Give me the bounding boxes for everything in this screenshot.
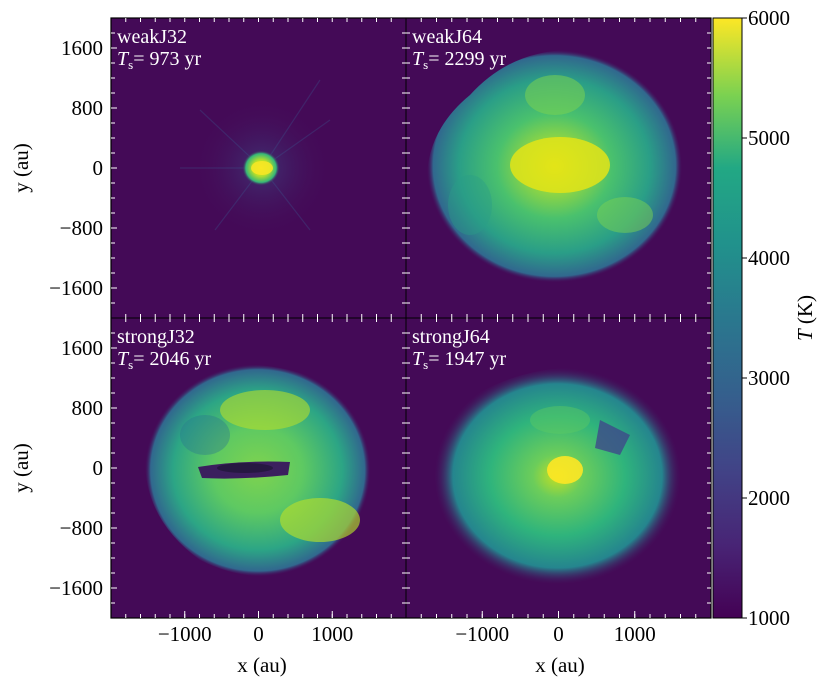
panel-weakJ64-ts: Ts= 2299 yr [412,48,506,72]
y-tick-label: −800 [60,216,103,240]
y-tick-label: 1600 [61,336,103,360]
y-tick-label: 1600 [61,36,103,60]
panel-strongJ64-name: strongJ64 [412,326,490,348]
colorbar-label: T (K) [793,295,817,341]
y-tick-label: −1600 [49,576,103,600]
y-tick-label: 0 [93,156,104,180]
colorbar-tick-label: 5000 [748,126,790,150]
x-tick-label: −1000 [158,622,212,646]
colorbar-ticks: 6000 5000 4000 3000 2000 1000 [742,6,790,630]
panel-strongJ32-field [145,364,371,577]
x-tick-label: 1000 [614,622,656,646]
y-tick-labels-top: 1600 800 0 −800 −1600 [49,36,117,300]
panel-weakJ64-field [426,49,682,283]
y-axis-label-top: y (au) [9,143,33,193]
x-tick-label: 0 [553,622,564,646]
colorbar-tick-label: 3000 [748,366,790,390]
colorbar-tick-label: 1000 [748,606,790,630]
panel-weakJ64-name: weakJ64 [412,26,482,48]
panel-weakJ32-ts: Ts= 973 yr [117,48,201,72]
x-tick-label: 0 [253,622,264,646]
panel-strongJ64-field [434,367,681,585]
colorbar [712,17,743,619]
y-axis-label-bottom: y (au) [9,443,33,493]
y-tick-label: 800 [72,396,104,420]
panel-weakJ32-field [180,79,332,238]
y-tick-label: −1600 [49,276,103,300]
colorbar-tick-label: 2000 [748,486,790,510]
x-axis-label-right: x (au) [535,653,585,677]
y-tick-label: 0 [93,456,104,480]
x-tick-label: −1000 [455,622,509,646]
x-tick-labels-right: −1000 0 1000 [455,611,656,646]
colorbar-tick-label: 6000 [748,6,790,30]
panel-weakJ32-name: weakJ32 [117,26,187,48]
y-tick-labels-bottom: 1600 800 0 −800 −1600 [49,336,117,600]
x-tick-label: 1000 [311,622,353,646]
y-tick-label: 800 [72,96,104,120]
panel-strongJ32-ts: Ts= 2046 yr [117,348,211,372]
panel-strongJ32-name: strongJ32 [117,326,195,348]
y-tick-label: −800 [60,516,103,540]
x-axis-label-left: x (au) [237,653,287,677]
panel-strongJ64-ts: Ts= 1947 yr [412,348,506,372]
x-tick-labels-left: −1000 0 1000 [158,611,353,646]
colorbar-tick-label: 4000 [748,246,790,270]
